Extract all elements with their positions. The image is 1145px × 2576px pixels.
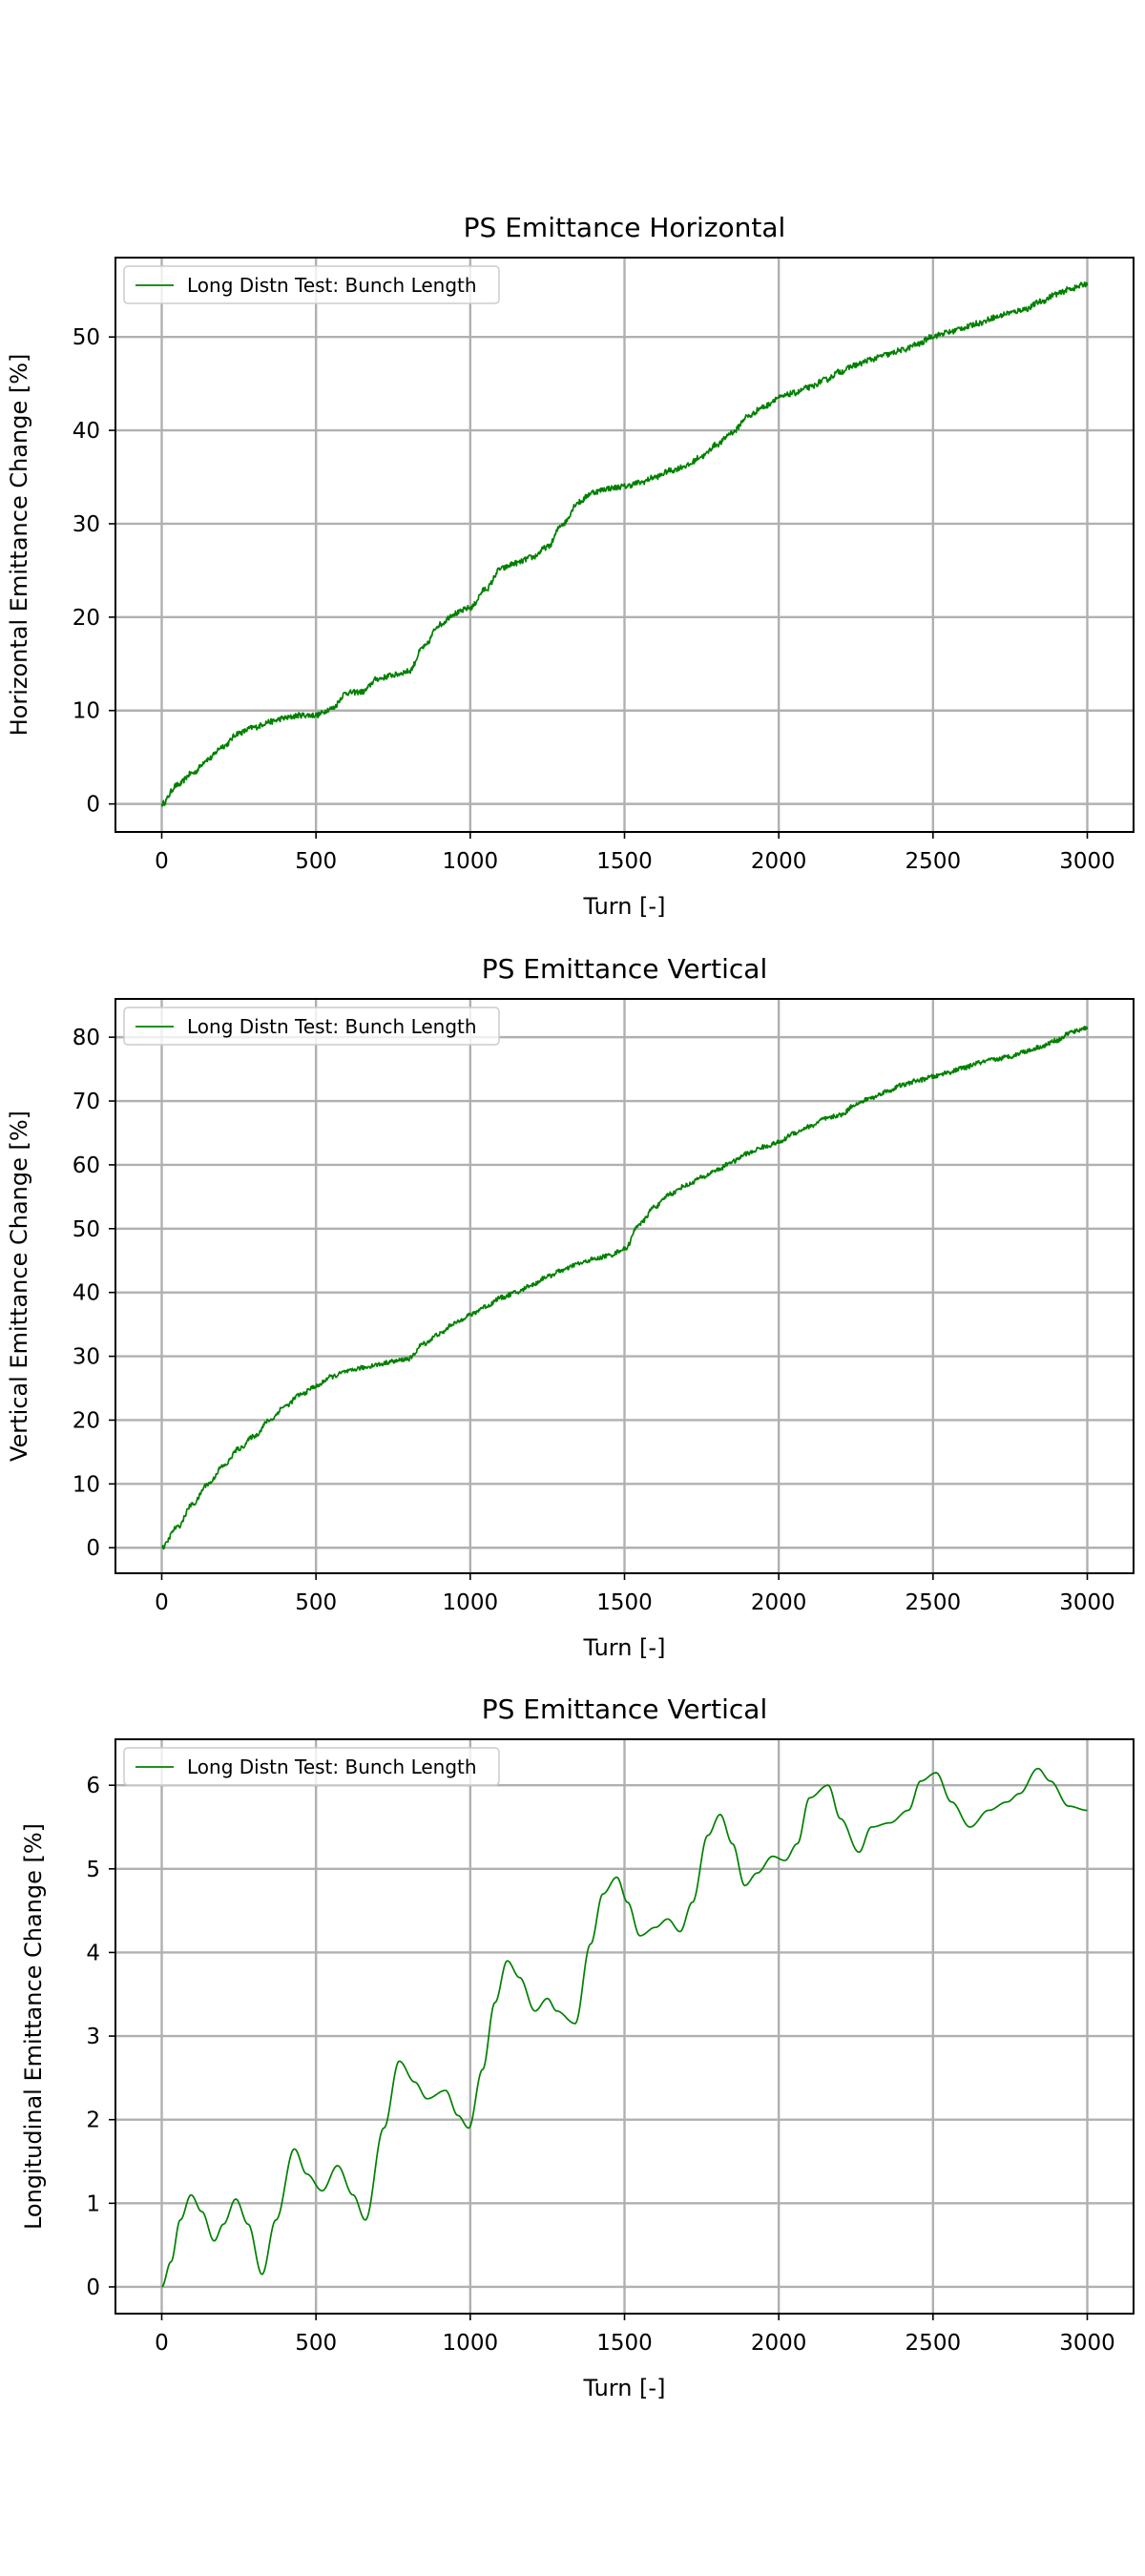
legend: Long Distn Test: Bunch Length [123, 1007, 500, 1046]
y-tick-label: 6 [86, 1774, 100, 1798]
x-tick-label: 500 [295, 849, 337, 874]
y-tick-label: 5 [86, 1858, 100, 1882]
x-tick-label: 1000 [443, 2331, 499, 2356]
x-tick-label: 500 [295, 2331, 337, 2356]
grid-lines [115, 1739, 1134, 2314]
legend-entry: Long Distn Test: Bunch Length [187, 274, 477, 297]
x-tick-label: 0 [155, 1590, 169, 1615]
y-tick-label: 60 [73, 1153, 100, 1178]
x-tick-label: 2500 [906, 2331, 962, 2356]
tick-layer: 0 500 1000 1500 2000 2500 3000 0 10 20 30 40 50 [73, 325, 1115, 874]
x-tick-label: 0 [155, 849, 169, 874]
grid-lines [115, 258, 1134, 832]
y-tick-label: 50 [73, 325, 100, 350]
tick-layer: 0 500 1000 1500 2000 2500 3000 0 10 20 30 40 50 60 70 8… [73, 1026, 1115, 1615]
series-layer [160, 281, 1089, 807]
tick-layer: 0 500 1000 1500 2000 2500 3000 0 1 2 3 4 5 6 [86, 1774, 1114, 2356]
grid-lines [115, 999, 1134, 1573]
y-tick-label: 0 [86, 2275, 100, 2300]
x-tick-label: 0 [155, 2331, 169, 2356]
y-tick-label: 40 [73, 419, 100, 444]
y-tick-label: 50 [73, 1217, 100, 1242]
x-tick-label: 2000 [751, 1590, 807, 1615]
y-axis-label: Longitudinal Emittance Change [%] [20, 1823, 47, 2230]
y-tick-label: 40 [73, 1281, 100, 1306]
x-axis-label: Turn [-] [583, 893, 666, 920]
y-tick-label: 20 [73, 1408, 100, 1433]
x-tick-label: 1500 [596, 849, 653, 874]
legend: Long Distn Test: Bunch Length [123, 265, 500, 304]
x-tick-label: 1000 [443, 1590, 499, 1615]
y-tick-label: 0 [86, 793, 100, 818]
chart-title: PS Emittance Vertical [482, 953, 768, 985]
y-tick-label: 10 [73, 1472, 100, 1497]
series-layer [161, 1025, 1089, 1550]
y-tick-label: 80 [73, 1026, 100, 1050]
legend: Long Distn Test: Bunch Length [123, 1747, 500, 1786]
legend-entry: Long Distn Test: Bunch Length [187, 1755, 477, 1778]
x-tick-label: 2500 [906, 1590, 962, 1615]
series-line [161, 1767, 1088, 2288]
series-line [161, 1025, 1089, 1550]
y-tick-label: 3 [86, 2025, 100, 2049]
x-tick-label: 3000 [1059, 1590, 1115, 1615]
x-tick-label: 3000 [1059, 849, 1115, 874]
x-tick-label: 1500 [596, 2331, 653, 2356]
panel-vertical: 0 500 1000 1500 2000 2500 3000 0 10 20 30 40 50 60 70 8… [6, 953, 1135, 1661]
y-tick-label: 30 [73, 512, 100, 537]
chart-title: PS Emittance Vertical [482, 1693, 768, 1725]
x-axis-label: Turn [-] [583, 1634, 666, 1661]
x-tick-label: 1500 [596, 1590, 653, 1615]
legend-entry: Long Distn Test: Bunch Length [187, 1015, 477, 1038]
x-tick-label: 500 [295, 1590, 337, 1615]
x-axis-label: Turn [-] [583, 2375, 666, 2401]
y-tick-label: 1 [86, 2192, 100, 2216]
y-tick-label: 20 [73, 606, 100, 631]
legend-box [123, 1747, 500, 1786]
x-tick-label: 2000 [751, 2331, 807, 2356]
x-tick-label: 2500 [906, 849, 962, 874]
legend-box [123, 1007, 500, 1046]
panel-horizontal: 0 500 1000 1500 2000 2500 3000 0 10 20 30 40 50 PS E… [6, 212, 1135, 920]
y-tick-label: 10 [73, 699, 100, 724]
y-axis-label: Vertical Emittance Change [%] [6, 1111, 32, 1462]
y-tick-label: 4 [86, 1941, 100, 1965]
series-layer [161, 1767, 1088, 2288]
y-tick-label: 70 [73, 1090, 100, 1114]
y-tick-label: 0 [86, 1536, 100, 1561]
series-line [160, 281, 1089, 807]
x-tick-label: 3000 [1059, 2331, 1115, 2356]
panel-longitudinal: 0 500 1000 1500 2000 2500 3000 0 1 2 3 4 5 6 PS Emitt… [20, 1693, 1135, 2401]
chart-title: PS Emittance Horizontal [464, 212, 786, 243]
legend-box [123, 265, 500, 304]
x-tick-label: 2000 [751, 849, 807, 874]
y-tick-label: 30 [73, 1345, 100, 1370]
y-tick-label: 2 [86, 2109, 100, 2133]
x-tick-label: 1000 [443, 849, 499, 874]
y-axis-label: Horizontal Emittance Change [%] [6, 354, 32, 737]
